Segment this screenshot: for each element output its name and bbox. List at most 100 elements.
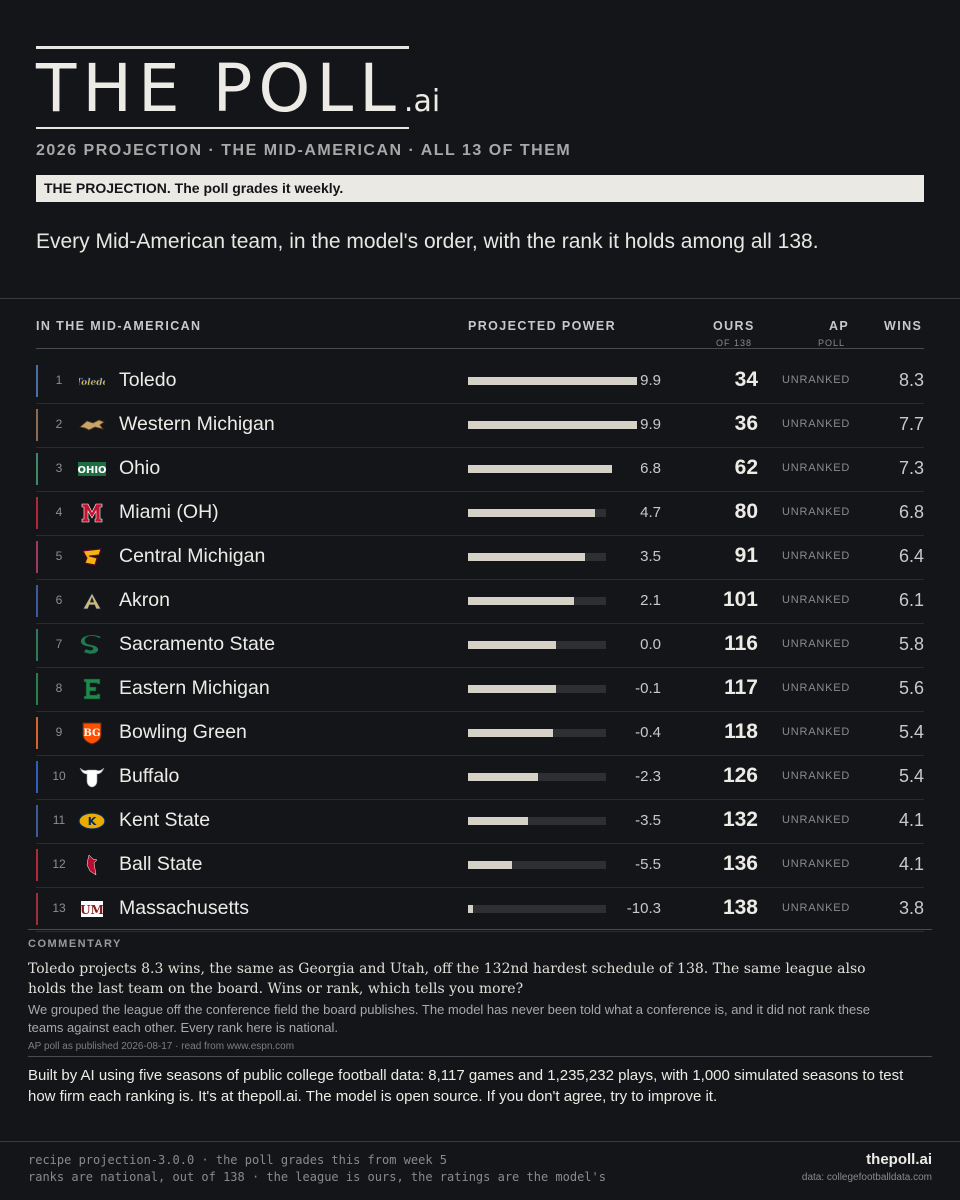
wins-value: 8.3 <box>898 370 924 390</box>
power-bar-track <box>468 817 606 825</box>
logo-top-rule <box>36 46 409 49</box>
team-name: Buffalo <box>119 765 180 787</box>
power-bar-fill <box>468 817 529 825</box>
ours-rank-value: 138 <box>722 896 758 919</box>
team-accent-bar <box>36 673 38 705</box>
power-bar-track <box>468 377 637 385</box>
table-row: 8 Eastern Michigan -0.1 117 UNRANKED 5.6 <box>36 667 924 712</box>
power-bar-fill <box>468 377 637 385</box>
table-row: 10 Buffalo -2.3 126 UNRANKED 5.4 <box>36 755 924 800</box>
ap-poll-value: UNRANKED <box>782 418 851 430</box>
col-header-power: PROJECTED POWER <box>468 319 617 333</box>
projected-power-value: 0.0 <box>640 636 661 653</box>
wins-value: 5.4 <box>898 766 924 786</box>
wins-value: 5.4 <box>898 722 924 742</box>
col-subheader-ap: POLL <box>818 338 846 348</box>
logo-bottom-rule <box>36 127 409 129</box>
ap-poll-value: UNRANKED <box>782 462 851 474</box>
wins-value: 5.6 <box>898 678 924 698</box>
power-bar-fill <box>468 421 637 429</box>
table-row: 11 K Kent State -3.5 132 UNRANKED 4.1 <box>36 799 924 844</box>
team-name: Toledo <box>119 369 177 391</box>
brand-suffix: .ai <box>403 84 441 119</box>
team-accent-bar <box>36 409 38 441</box>
bowling-green-bg-icon: BG <box>78 722 106 745</box>
wins-value: 4.1 <box>898 810 924 830</box>
wins-value: 3.8 <box>898 898 924 918</box>
team-accent-bar <box>36 453 38 485</box>
wins-value: 4.1 <box>898 854 924 874</box>
ours-rank-value: 34 <box>734 368 758 391</box>
team-accent-bar <box>36 717 38 749</box>
col-header-ap: AP <box>829 319 850 333</box>
footer-ranks-line: ranks are national, out of 138 · the lea… <box>28 1170 606 1184</box>
svg-text:UM: UM <box>80 903 104 917</box>
ours-rank-value: 62 <box>734 456 758 479</box>
power-bar-fill <box>468 553 585 561</box>
table-header-rule <box>36 348 924 349</box>
commentary-sub: We grouped the league off the conference… <box>28 1002 870 1035</box>
ap-poll-value: UNRANKED <box>782 902 851 914</box>
table-row: 12 Ball State -5.5 136 UNRANKED 4.1 <box>36 843 924 888</box>
buffalo-bull-icon <box>78 766 106 788</box>
ap-poll-value: UNRANKED <box>782 682 851 694</box>
power-bar-track <box>468 641 606 649</box>
table-row: 3 OHIO Ohio 6.8 62 UNRANKED 7.3 <box>36 447 924 492</box>
ours-rank-value: 36 <box>734 412 758 435</box>
team-accent-bar <box>36 585 38 617</box>
projected-power-value: 2.1 <box>640 592 661 609</box>
team-rank: 10 <box>52 769 66 783</box>
col-header-wins: WINS <box>884 319 923 333</box>
team-name: Ball State <box>119 853 203 875</box>
team-name: Akron <box>119 589 170 611</box>
table-row: 7 Sacramento State 0.0 116 UNRANKED 5.8 <box>36 623 924 668</box>
team-accent-bar <box>36 893 38 925</box>
team-rank: 2 <box>55 417 63 431</box>
team-accent-bar <box>36 761 38 793</box>
team-name: Sacramento State <box>119 633 276 655</box>
built-by-text: Built by AI using five seasons of public… <box>28 1067 904 1105</box>
wins-value: 5.8 <box>898 634 924 654</box>
footer-rule <box>0 1141 960 1142</box>
commentary-heading: COMMENTARY <box>28 938 122 950</box>
footer-recipe-line: recipe projection-3.0.0 · the poll grade… <box>28 1153 448 1167</box>
team-accent-bar <box>36 629 38 661</box>
wins-value: 6.8 <box>898 502 924 522</box>
power-bar-fill <box>468 509 595 517</box>
power-bar-track <box>468 685 606 693</box>
projected-power-value: -0.1 <box>635 680 661 697</box>
power-bar-track <box>468 773 606 781</box>
projected-power-value: -0.4 <box>635 724 661 741</box>
footer-site-link[interactable]: thepoll.ai <box>866 1151 932 1168</box>
ours-rank-value: 118 <box>724 720 758 743</box>
team-name: Miami (OH) <box>119 501 219 523</box>
brand-logo: THE POLL.ai <box>36 56 440 122</box>
akron-a-icon <box>78 590 106 612</box>
col-header-ours: OURS <box>713 319 755 333</box>
power-bar-track <box>468 597 606 605</box>
team-accent-bar <box>36 849 38 881</box>
projection-banner: THE PROJECTION. The poll grades it weekl… <box>36 175 924 202</box>
commentary-main: Toledo projects 8.3 wins, the same as Ge… <box>28 961 866 997</box>
team-rank: 4 <box>55 505 63 519</box>
table-row: 9 BG Bowling Green -0.4 118 UNRANKED 5.4 <box>36 711 924 756</box>
team-name: Eastern Michigan <box>119 677 270 699</box>
team-accent-bar <box>36 497 38 529</box>
svg-text:K: K <box>88 815 97 828</box>
projected-power-value: -5.5 <box>635 856 661 873</box>
power-bar-fill <box>468 465 612 473</box>
ap-poll-value: UNRANKED <box>782 858 851 870</box>
team-rank: 1 <box>55 373 63 387</box>
power-bar-fill <box>468 641 557 649</box>
wins-value: 7.7 <box>898 414 924 434</box>
section-divider <box>0 298 960 299</box>
projected-power-value: 4.7 <box>640 504 661 521</box>
ap-poll-value: UNRANKED <box>782 726 851 738</box>
power-bar-track <box>468 509 606 517</box>
team-name: Kent State <box>119 809 211 831</box>
team-name: Central Michigan <box>119 545 266 567</box>
ap-poll-value: UNRANKED <box>782 550 851 562</box>
power-bar-fill <box>468 597 574 605</box>
col-header-team: IN THE MID-AMERICAN <box>36 319 202 333</box>
ap-poll-value: UNRANKED <box>782 594 851 606</box>
